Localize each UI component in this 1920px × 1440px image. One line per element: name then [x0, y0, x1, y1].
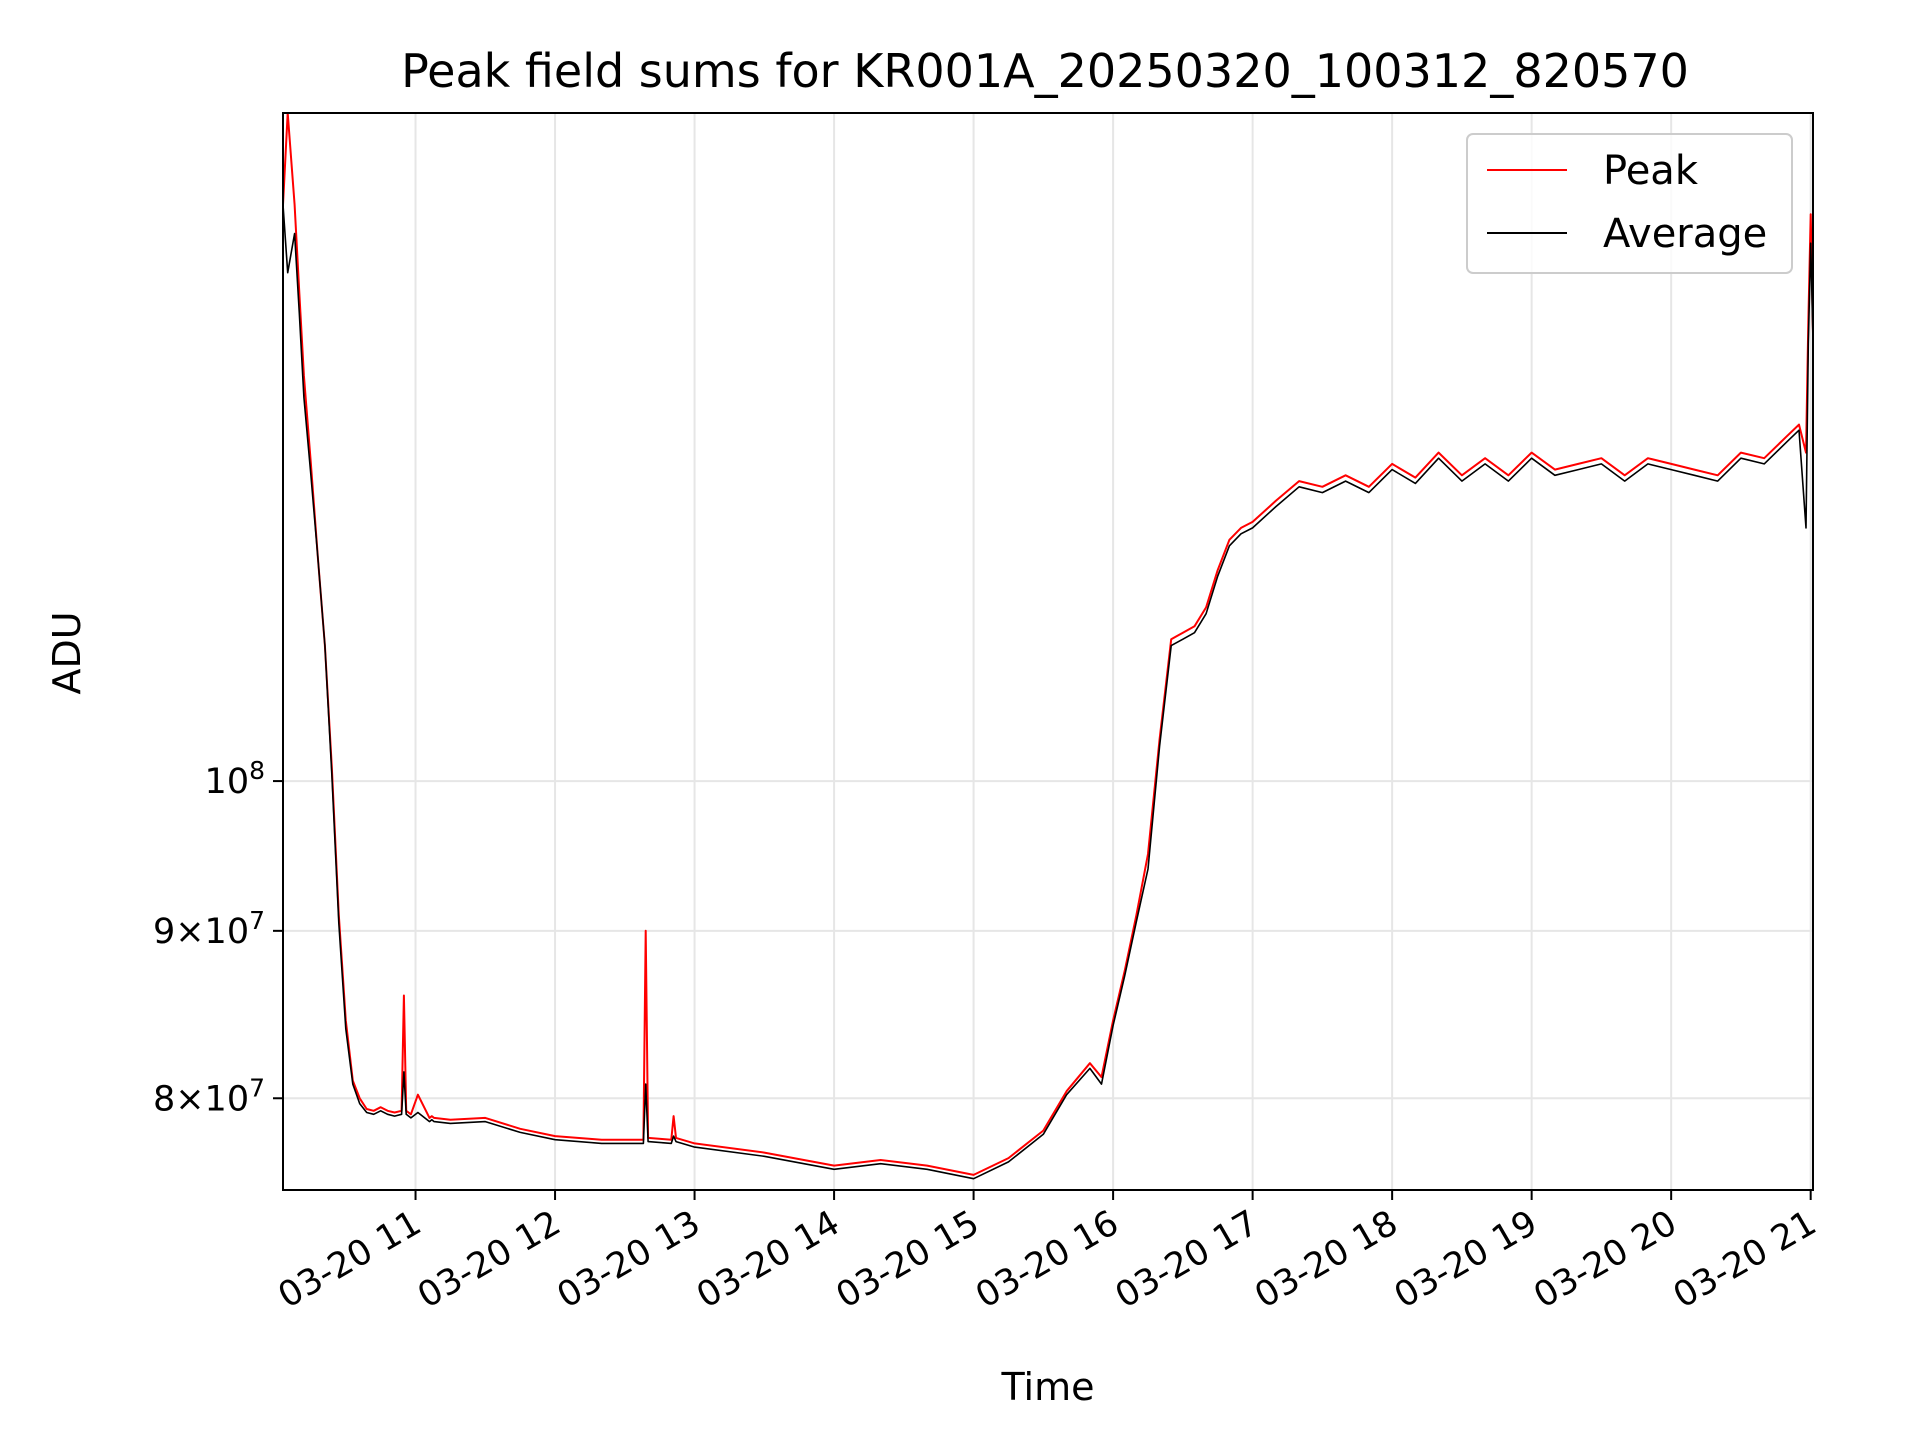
y-axis-ticks: 8×107 9×107 108 — [153, 756, 283, 1119]
y-axis-title: ADU — [45, 611, 89, 694]
legend-box — [1466, 133, 1793, 274]
legend-label-average: Average — [1603, 211, 1767, 257]
series-layer — [283, 113, 1813, 1180]
y-tick-label: 108 — [205, 756, 265, 802]
grid-lines — [283, 113, 1813, 1190]
chart-title: Peak field sums for KR001A_20250320_1003… — [401, 44, 1689, 98]
legend: Peak Average — [1466, 133, 1793, 274]
series-line-peak — [283, 113, 1813, 1176]
legend-label-peak: Peak — [1603, 148, 1699, 194]
y-tick-label: 9×107 — [153, 906, 265, 952]
series-line-average — [283, 204, 1813, 1180]
x-axis-title: Time — [1001, 1365, 1095, 1409]
y-tick-label: 8×107 — [153, 1073, 265, 1119]
plot-area-frame — [282, 112, 1814, 1191]
